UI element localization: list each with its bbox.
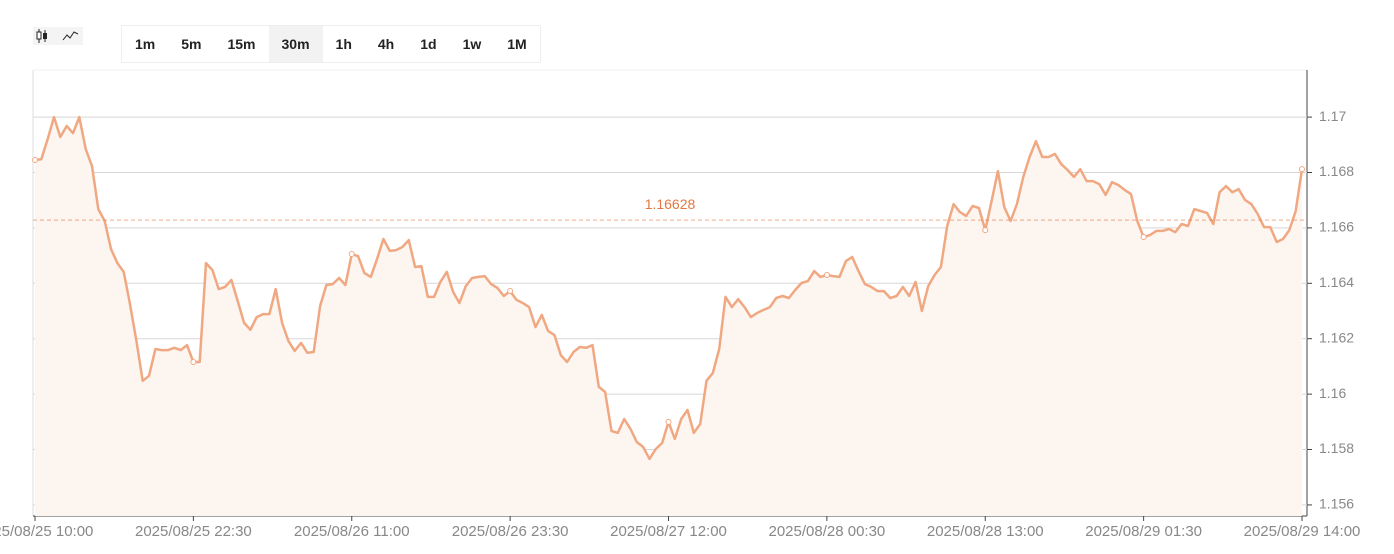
x-tick-label: 2025/08/29 14:00 <box>1244 523 1361 540</box>
x-tick-label: 2025/08/25 10:00 <box>0 523 93 540</box>
point-marker <box>1299 166 1305 173</box>
interval-button[interactable]: 1M <box>507 36 527 52</box>
interval-button[interactable]: 1d <box>420 36 437 52</box>
reference-label: 1.16628 <box>645 196 696 212</box>
x-tick-label: 2025/08/28 00:30 <box>768 523 885 540</box>
y-tick-label: 1.16 <box>1319 385 1346 401</box>
y-tick-label: 1.17 <box>1319 108 1346 124</box>
point-marker <box>1140 234 1147 241</box>
x-tick-label: 2025/08/26 23:30 <box>452 523 569 540</box>
interval-toolbar: 1m 5m 15m 30m 1h 4h 1d 1w 1M <box>121 25 541 63</box>
point-marker <box>190 358 197 365</box>
interval-button[interactable]: 4h <box>377 36 395 52</box>
y-tick-label: 1.168 <box>1319 163 1354 179</box>
icons <box>36 29 79 43</box>
y-tick-label: 1.156 <box>1319 496 1354 512</box>
interval-button[interactable]: 1h <box>335 36 352 52</box>
chart-type-icons[interactable] <box>33 27 83 45</box>
x-tick-label: 2025/08/27 12:00 <box>610 523 727 540</box>
y-tick-label: 1.158 <box>1319 440 1354 456</box>
x-tick-label: 2025/08/29 01:30 <box>1085 523 1202 540</box>
x-tick-label: 2025/08/28 13:00 <box>927 523 1044 540</box>
point-marker <box>348 250 355 257</box>
area <box>35 117 1302 516</box>
point-marker <box>507 288 514 295</box>
point-marker <box>982 227 989 234</box>
point-marker <box>32 157 38 164</box>
interval-button[interactable]: 15m <box>227 36 256 52</box>
interval-button[interactable]: 5m <box>181 36 202 52</box>
x-tick-label: 2025/08/26 11:00 <box>294 523 410 540</box>
interval-button[interactable]: 1m <box>135 36 156 52</box>
y-tick-label: 1.162 <box>1319 329 1354 345</box>
y-tick-label: 1.164 <box>1319 274 1354 290</box>
y-tick-label: 1.166 <box>1319 219 1354 235</box>
x-tick-label: 2025/08/25 22:30 <box>135 523 252 540</box>
interval-button[interactable]: 30m <box>268 26 323 62</box>
point-marker <box>665 418 672 425</box>
interval-button[interactable]: 1w <box>462 36 482 52</box>
point-marker <box>823 271 830 278</box>
